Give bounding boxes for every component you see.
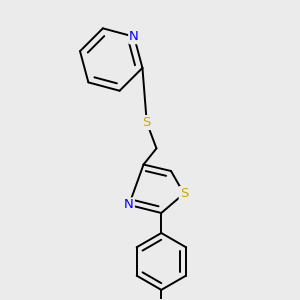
Text: S: S: [180, 187, 188, 200]
Text: S: S: [142, 116, 151, 129]
Text: N: N: [124, 198, 134, 212]
Text: N: N: [129, 30, 139, 43]
